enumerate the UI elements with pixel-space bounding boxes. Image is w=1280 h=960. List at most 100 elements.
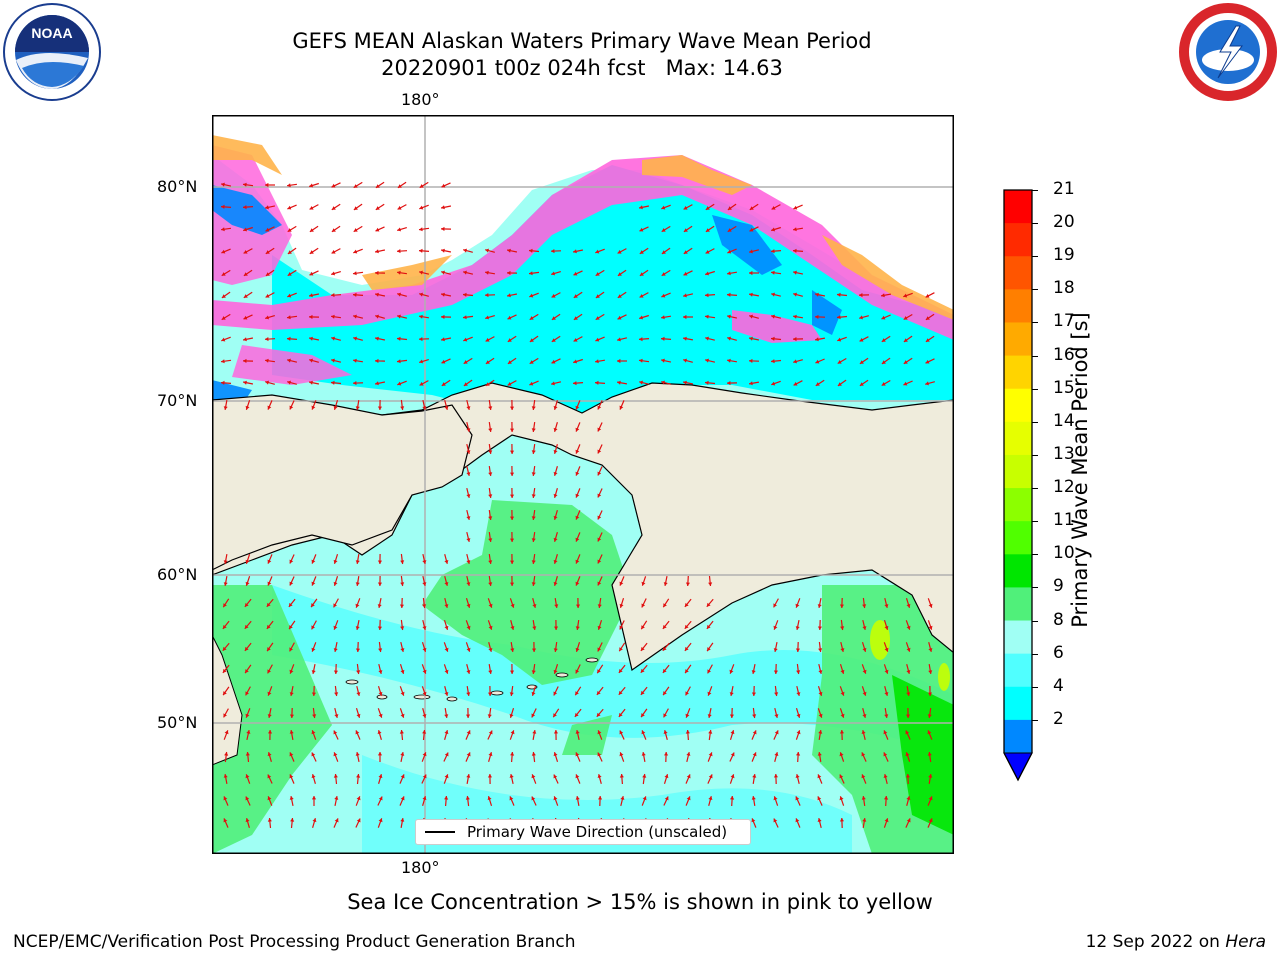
wave-arrow-head — [355, 603, 360, 608]
wave-arrow-head — [906, 603, 911, 608]
wave-arrow-head — [727, 381, 731, 386]
wave-arrow-head — [817, 796, 822, 801]
wave-arrow-head — [334, 796, 339, 800]
wave-arrow-head — [884, 818, 889, 823]
wave-arrow-head — [488, 428, 493, 432]
wave-arrow-head — [353, 271, 357, 276]
wave-arrow-head — [551, 249, 555, 254]
wave-arrow-head — [529, 316, 534, 320]
wave-arrow-head — [573, 294, 578, 298]
wave-arrow-head — [575, 796, 580, 800]
wave-arrow-head — [444, 730, 449, 735]
wave-arrow-head — [287, 336, 291, 341]
wave-arrow-head — [683, 271, 688, 276]
wave-arrow-head — [707, 647, 711, 652]
wave-arrow-head — [221, 182, 225, 187]
wave-arrow-head — [729, 669, 734, 674]
lon-label-top: 180° — [401, 90, 440, 109]
wave-arrow-head — [441, 205, 445, 210]
wave-arrow-head — [662, 668, 667, 673]
wave-arrow-head — [862, 626, 867, 630]
wave-arrow-head — [705, 380, 709, 385]
wave-arrow-head — [466, 692, 471, 696]
wave-arrow-head — [705, 206, 710, 210]
wave-arrow-head — [400, 713, 405, 718]
wave-arrow-head — [531, 450, 536, 454]
wave-arrow-head — [224, 730, 229, 735]
wave-arrow-head — [553, 405, 558, 410]
wave-arrow-head — [289, 405, 294, 410]
wave-arrow-head — [355, 582, 360, 586]
wave-arrow-head — [444, 604, 449, 608]
wave-arrow-head — [419, 184, 424, 188]
wave-arrow-head — [749, 381, 753, 386]
wave-arrow-head — [510, 538, 515, 542]
wave-arrow-head — [661, 272, 666, 276]
wave-arrow-head — [815, 337, 819, 342]
wave-arrow-head — [487, 796, 492, 801]
wave-arrow-head — [773, 796, 778, 801]
wave-arrow-head — [378, 670, 383, 674]
wave-arrow-head — [463, 315, 467, 320]
wave-arrow-head — [444, 406, 449, 410]
wave-arrow-head — [422, 774, 427, 779]
wave-arrow-head — [289, 669, 294, 674]
wave-arrow-head — [422, 730, 427, 734]
wave-arrow-head — [661, 250, 666, 254]
wave-arrow-head — [488, 494, 493, 498]
wave-arrow-head — [334, 714, 339, 718]
wave-arrow-head — [575, 493, 580, 498]
wave-arrow-head — [331, 314, 335, 319]
colorbar-tick-mark — [1032, 554, 1038, 556]
wave-arrow-head — [485, 382, 490, 386]
wave-arrow-head — [331, 271, 336, 276]
wave-arrow-head — [553, 691, 558, 696]
wave-arrow-head — [267, 714, 272, 718]
wave-arrow-head — [399, 604, 404, 608]
wave-arrow-head — [619, 603, 624, 608]
wave-arrow-head — [419, 205, 424, 210]
wave-arrow-head — [333, 730, 338, 735]
wave-arrow-head — [488, 450, 493, 454]
wave-arrow-head — [265, 182, 269, 188]
wave-arrow-head — [463, 248, 467, 253]
wave-arrow-head — [287, 380, 291, 385]
wave-arrow-head — [595, 249, 600, 254]
wave-arrow-head — [817, 774, 822, 779]
wave-arrow-head — [553, 713, 557, 718]
wave-arrow-head — [906, 625, 911, 630]
wave-arrow-head — [749, 358, 753, 363]
wave-arrow-head — [267, 647, 271, 652]
wave-arrow-head — [355, 648, 360, 652]
wave-arrow-head — [795, 774, 800, 778]
wave-arrow-head — [751, 670, 756, 674]
wave-arrow-head — [662, 625, 667, 629]
wave-arrow-head — [529, 271, 533, 276]
wave-arrow-head — [596, 691, 601, 695]
colorbar-segment — [1004, 488, 1032, 522]
wave-arrow-head — [554, 604, 559, 608]
wave-arrow-head — [617, 249, 622, 254]
wave-arrow-head — [773, 818, 778, 823]
wave-arrow-head — [575, 669, 580, 674]
wave-arrow-head — [355, 626, 360, 630]
wave-arrow-head — [730, 774, 735, 779]
wave-arrow-head — [553, 796, 558, 801]
wave-arrow-head — [906, 647, 911, 652]
wave-arrow-head — [796, 692, 801, 696]
colorbar-tick-label: 9 — [1053, 576, 1064, 597]
wave-arrow-head — [531, 582, 536, 586]
wave-arrow-head — [618, 669, 623, 673]
wave-arrow-head — [333, 603, 337, 608]
wave-arrow-head — [708, 752, 713, 757]
wave-arrow-head — [553, 581, 558, 586]
wave-arrow-head — [640, 668, 645, 673]
wave-arrow-head — [532, 730, 537, 734]
colorbar-tick-label: 10 — [1053, 543, 1075, 564]
wave-arrow-head — [309, 314, 313, 319]
wave-arrow-head — [862, 647, 867, 652]
map-frame — [212, 115, 954, 854]
wave-arrow-head — [444, 752, 449, 757]
wave-arrow-head — [640, 690, 645, 695]
wave-arrow-head — [839, 774, 844, 779]
